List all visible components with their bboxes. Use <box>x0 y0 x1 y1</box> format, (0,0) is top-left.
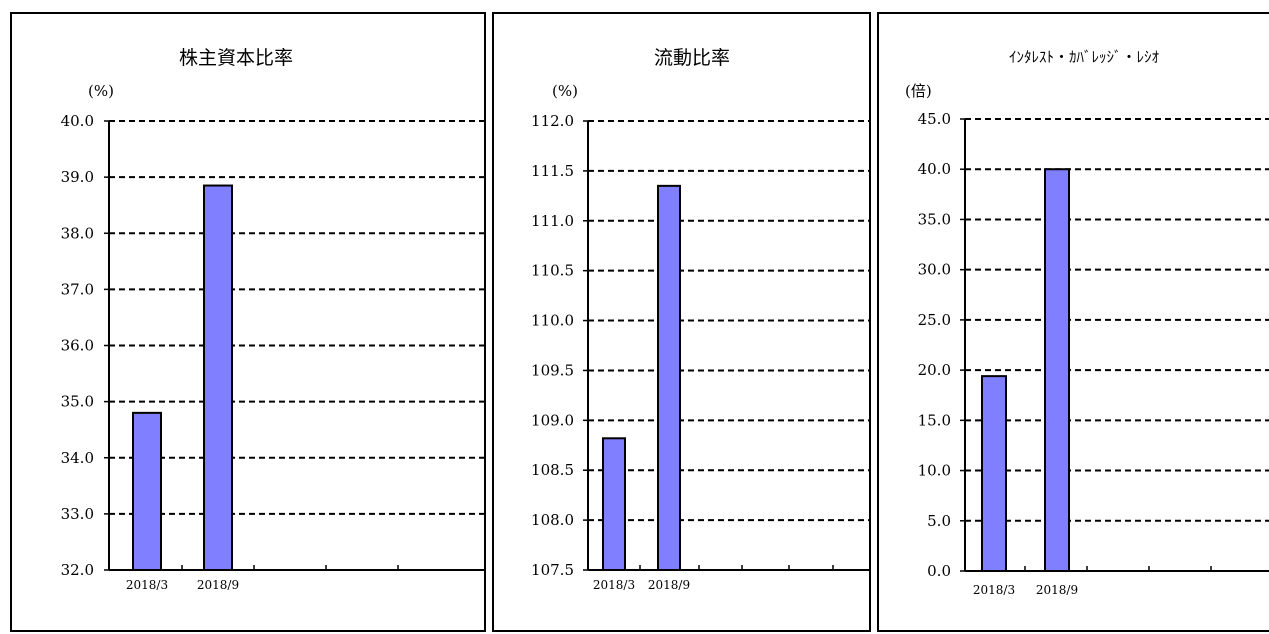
chart-title: ｲﾝﾀﾚｽﾄ・ｶﾊﾞﾚｯｼﾞ・ﾚｼｵ <box>1009 48 1160 66</box>
y-tick-label: 10.0 <box>918 462 951 480</box>
chart-title: 流動比率 <box>654 47 730 69</box>
y-tick-label: 107.5 <box>531 561 574 579</box>
y-tick-label: 34.0 <box>61 449 94 467</box>
unit-label: (%) <box>88 82 114 100</box>
y-tick-label: 111.0 <box>531 212 574 230</box>
y-tick-label: 35.0 <box>918 210 951 228</box>
unit-label: (倍) <box>905 82 932 100</box>
y-tick-label: 37.0 <box>61 280 94 298</box>
y-tick-label: 20.0 <box>918 361 951 379</box>
y-tick-label: 39.0 <box>61 168 94 186</box>
current-ratio-chart: 流動比率 (%) 107.5 108.0 108.5 109.0 109.5 110.0 1… <box>531 47 869 592</box>
chart-panel-current-ratio: 流動比率 (%) 107.5 108.0 108.5 109.0 109.5 110.0 1… <box>492 12 871 632</box>
y-tick-label: 109.0 <box>531 411 574 429</box>
equity-ratio-chart: 株主資本比率 (%) 32.0 33.0 34.0 35.0 36.0 37.0 38.0 3… <box>61 47 484 592</box>
y-tick-label: 110.0 <box>531 312 574 330</box>
bar <box>602 437 626 571</box>
x-tick-label: 2018/9 <box>1036 583 1078 597</box>
y-tick-label: 109.5 <box>531 361 574 379</box>
bar <box>981 375 1007 573</box>
y-tick-label: 112.0 <box>531 112 574 130</box>
chart-panel-interest-coverage: ｲﾝﾀﾚｽﾄ・ｶﾊﾞﾚｯｼﾞ・ﾚｼｵ (倍) 0.0 5.0 10.0 15.0 20.… <box>877 12 1269 632</box>
y-tick-label: 32.0 <box>61 561 94 579</box>
x-tick-label: 2018/3 <box>973 583 1015 597</box>
interest-coverage-chart: ｲﾝﾀﾚｽﾄ・ｶﾊﾞﾚｯｼﾞ・ﾚｼｵ (倍) 0.0 5.0 10.0 15.0 20.… <box>905 48 1269 597</box>
x-tick-label: 2018/3 <box>126 578 168 592</box>
bar <box>1044 168 1070 572</box>
chart-title: 株主資本比率 <box>179 47 293 69</box>
y-tick-label: 15.0 <box>918 411 951 429</box>
chart-panel-equity-ratio: 株主資本比率 (%) 32.0 33.0 34.0 35.0 36.0 37.0 38.0 3… <box>10 12 486 632</box>
y-tick-label: 30.0 <box>918 261 951 279</box>
y-tick-label: 108.5 <box>531 461 574 479</box>
y-tick-label: 40.0 <box>918 160 951 178</box>
bar <box>132 411 162 571</box>
y-tick-label: 25.0 <box>918 311 951 329</box>
y-tick-label: 108.0 <box>531 511 574 529</box>
x-tick-label: 2018/9 <box>197 578 239 592</box>
bar <box>203 184 233 571</box>
y-tick-label: 33.0 <box>61 505 94 523</box>
y-tick-label: 40.0 <box>61 112 94 130</box>
y-tick-label: 45.0 <box>918 110 951 128</box>
bar <box>657 184 681 571</box>
unit-label: (%) <box>552 82 578 100</box>
y-tick-label: 0.0 <box>927 562 951 580</box>
y-tick-label: 5.0 <box>927 512 951 530</box>
x-tick-label: 2018/3 <box>593 578 635 592</box>
y-tick-label: 38.0 <box>61 224 94 242</box>
y-tick-label: 35.0 <box>61 393 94 411</box>
x-tick-label: 2018/9 <box>648 578 690 592</box>
y-tick-label: 36.0 <box>61 337 94 355</box>
y-tick-label: 110.5 <box>531 262 574 280</box>
y-tick-label: 111.5 <box>531 162 574 180</box>
